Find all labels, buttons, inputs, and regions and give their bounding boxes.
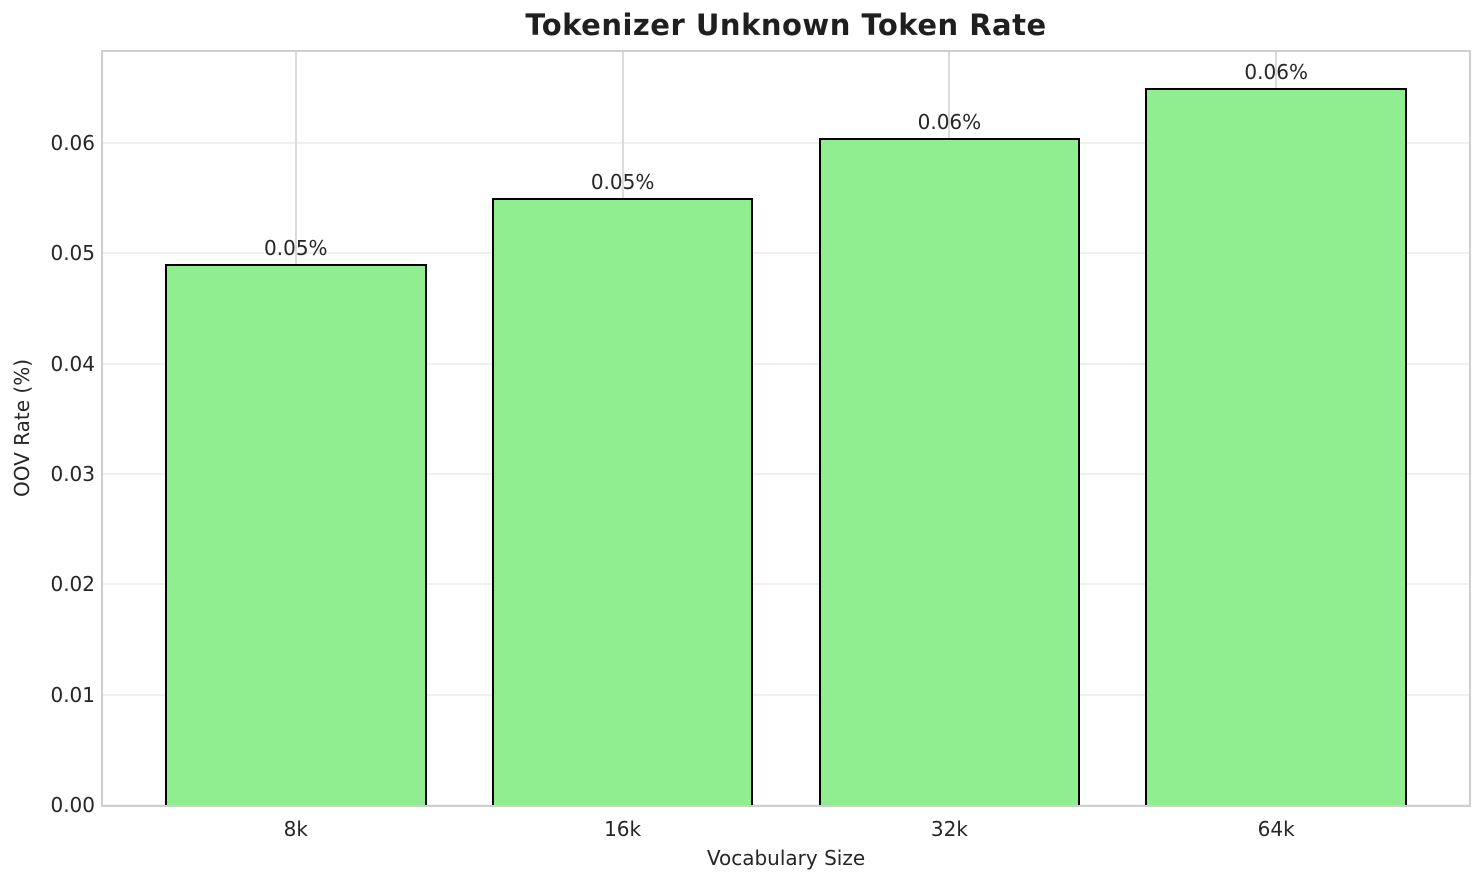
y-tick-label: 0.06: [50, 131, 95, 156]
horizontal-gridline: [103, 583, 1469, 586]
y-tick-label: 0.02: [50, 572, 95, 597]
plot-area: 0.05% 0.05% 0.06% 0.06%: [101, 50, 1471, 807]
x-tick-label: 8k: [283, 817, 308, 841]
horizontal-gridline: [103, 362, 1469, 365]
y-tick-label: 0.00: [50, 793, 95, 817]
horizontal-gridline: [103, 473, 1469, 475]
bar-value-label: 0.05%: [264, 236, 328, 261]
horizontal-gridline: [103, 252, 1469, 255]
chart-title: Tokenizer Unknown Token Rate: [525, 8, 1047, 42]
bar-value-label: 0.06%: [1244, 59, 1308, 84]
y-tick-label: 0.05: [50, 241, 95, 266]
y-tick-label: 0.03: [50, 462, 95, 486]
bar-16k: [491, 198, 754, 805]
bar-value-label: 0.05%: [590, 170, 655, 195]
x-tick-label: 64k: [1257, 817, 1295, 841]
y-tick-label: 0.04: [50, 351, 95, 376]
horizontal-gridline: [103, 142, 1469, 145]
x-tick-label: 16k: [604, 817, 642, 841]
bar-64k: [1145, 87, 1407, 805]
x-axis-label: Vocabulary Size: [706, 846, 866, 870]
y-tick-label: 0.01: [50, 682, 95, 707]
bar-32k: [818, 137, 1081, 805]
bar-8k: [165, 264, 427, 805]
x-tick-label: 32k: [930, 817, 968, 841]
bar-value-label: 0.06%: [917, 109, 982, 134]
horizontal-gridline: [103, 693, 1469, 696]
